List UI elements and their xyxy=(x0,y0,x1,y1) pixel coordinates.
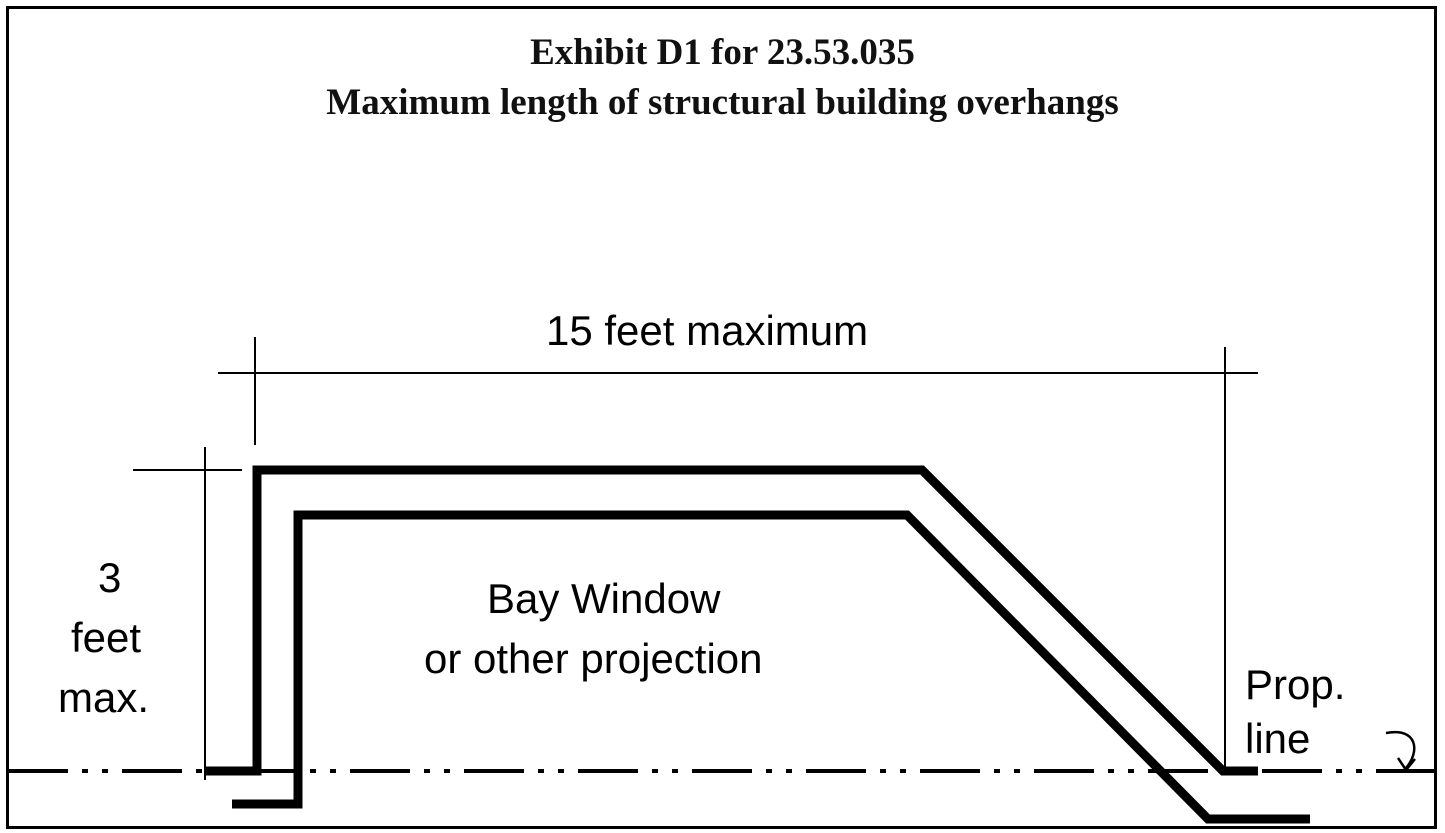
prop-line-label-2: line xyxy=(1245,715,1311,762)
exhibit-subtitle: Maximum length of structural building ov… xyxy=(326,82,1119,123)
width-dimension-label: 15 feet maximum xyxy=(546,307,869,354)
depth-label-max: max. xyxy=(58,674,150,721)
prop-line-pointer-arrow xyxy=(1385,730,1416,769)
prop-line-pointer-arrowhead xyxy=(1396,757,1416,773)
projection-label-line2: or other projection xyxy=(424,635,763,682)
projection-label-line1: Bay Window xyxy=(487,575,721,622)
exhibit-title: Exhibit D1 for 23.53.035 xyxy=(530,32,915,73)
depth-label-number: 3 xyxy=(98,554,122,601)
projection-outer-outline xyxy=(205,465,1258,776)
depth-label-unit: feet xyxy=(71,614,142,661)
projection-inner-outline xyxy=(232,510,1310,824)
diagram-frame xyxy=(6,6,1437,829)
prop-line-label-1: Prop. xyxy=(1245,661,1346,708)
